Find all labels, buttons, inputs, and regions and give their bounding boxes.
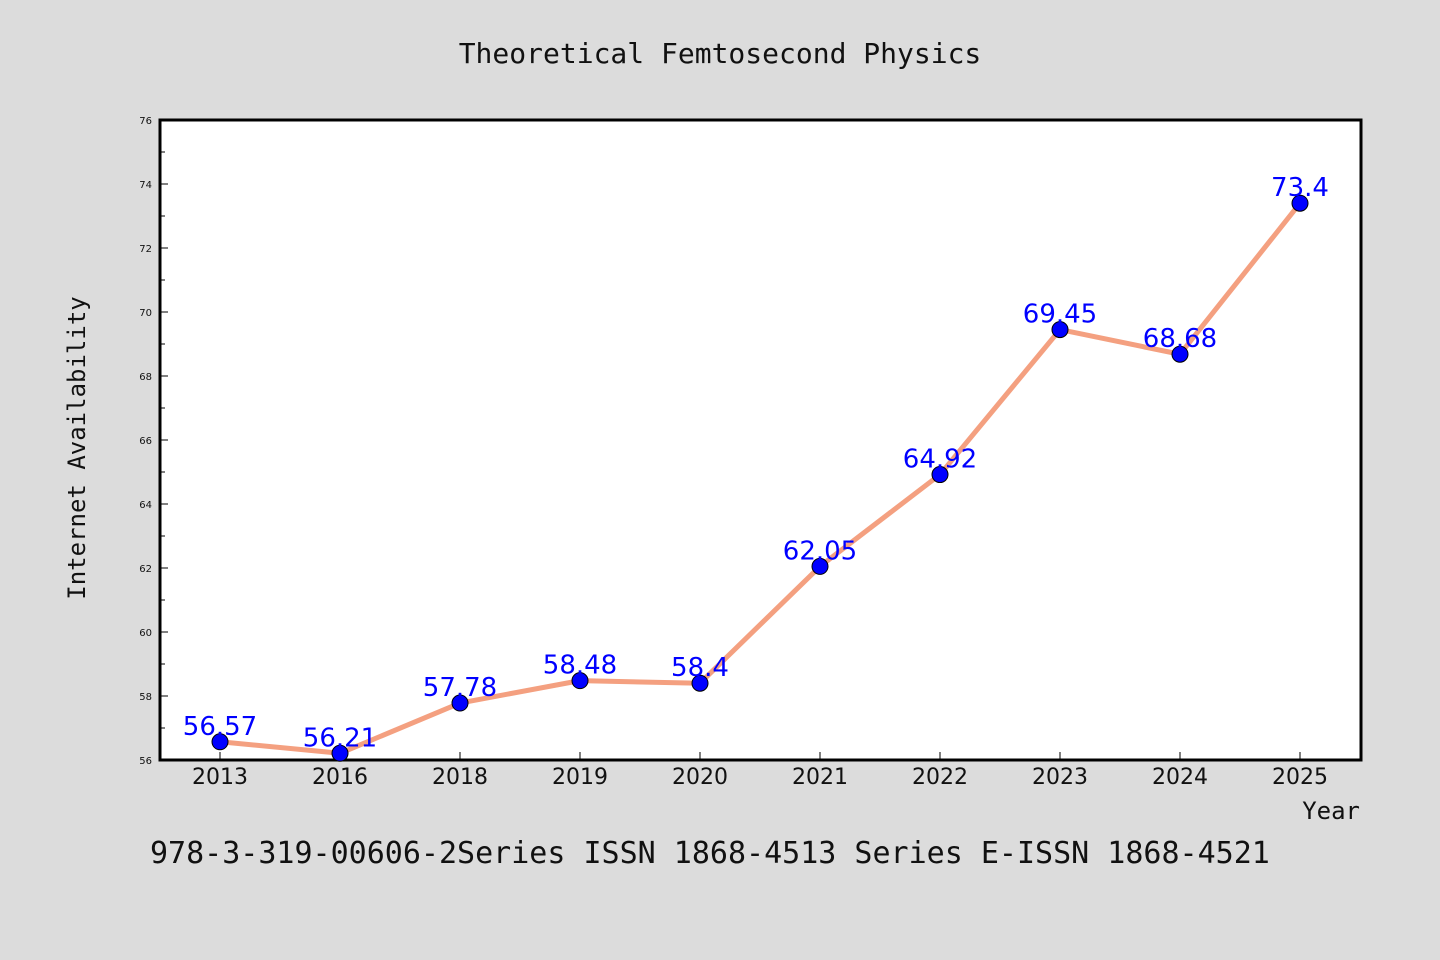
y-tick-label: 62 xyxy=(139,564,152,575)
data-point xyxy=(451,694,469,712)
series-line xyxy=(219,201,1302,756)
y-tick-label: 64 xyxy=(139,500,152,511)
x-tick-label: 2022 xyxy=(912,765,968,790)
y-tick-label: 66 xyxy=(139,436,152,447)
data-points xyxy=(211,194,1309,762)
footnote: 978-3-319-00606-2Series ISSN 1868-4513 S… xyxy=(150,836,1270,871)
data-point xyxy=(331,744,349,762)
data-label: 58.48 xyxy=(543,651,617,681)
data-label: 64.92 xyxy=(903,445,977,475)
y-tick-label: 58 xyxy=(139,692,152,703)
x-tick-label: 2013 xyxy=(192,765,248,790)
data-point xyxy=(211,733,229,751)
data-labels: 56.57 56.21 57.78 58.48 58.4 62.05 64.92 69.45 6… xyxy=(183,173,1329,753)
data-point xyxy=(1291,194,1309,212)
data-point xyxy=(1171,345,1189,363)
data-point xyxy=(931,466,949,484)
data-label: 73.4 xyxy=(1271,173,1329,203)
x-axis-label: Year xyxy=(1302,797,1360,825)
data-point xyxy=(571,672,589,690)
y-tick-label: 72 xyxy=(139,244,152,255)
data-label: 56.21 xyxy=(303,723,377,753)
plot-area xyxy=(158,118,1363,762)
x-tick-label: 2025 xyxy=(1272,765,1328,790)
y-axis: 56 58 60 62 64 66 68 70 72 74 76 xyxy=(139,116,168,767)
y-tick-label: 74 xyxy=(139,180,152,191)
data-label: 62.05 xyxy=(783,536,857,566)
x-tick-label: 2020 xyxy=(672,765,728,790)
x-axis: 2013 2016 2018 2019 2020 2021 2022 2023 2024 2025 xyxy=(192,752,1328,790)
x-tick-label: 2016 xyxy=(312,765,368,790)
x-tick-label: 2023 xyxy=(1032,765,1088,790)
x-tick-label: 2019 xyxy=(552,765,608,790)
y-tick-label: 76 xyxy=(139,116,152,127)
data-label: 57.78 xyxy=(423,673,497,703)
data-point xyxy=(691,674,709,692)
data-label: 58.4 xyxy=(671,653,729,683)
chart-title: Theoretical Femtosecond Physics xyxy=(459,37,982,70)
data-point xyxy=(811,557,829,575)
data-label: 68.68 xyxy=(1143,324,1217,354)
y-tick-label: 56 xyxy=(139,756,152,767)
y-tick-label: 70 xyxy=(139,308,152,319)
x-tick-label: 2021 xyxy=(792,765,848,790)
data-label: 69.45 xyxy=(1023,300,1097,330)
y-axis-label: Internet Availability xyxy=(63,296,91,599)
y-tick-label: 60 xyxy=(139,628,152,639)
x-tick-label: 2024 xyxy=(1152,765,1208,790)
y-tick-label: 68 xyxy=(139,372,152,383)
data-point xyxy=(1051,321,1069,339)
data-label: 56.57 xyxy=(183,712,257,742)
x-tick-label: 2018 xyxy=(432,765,488,790)
